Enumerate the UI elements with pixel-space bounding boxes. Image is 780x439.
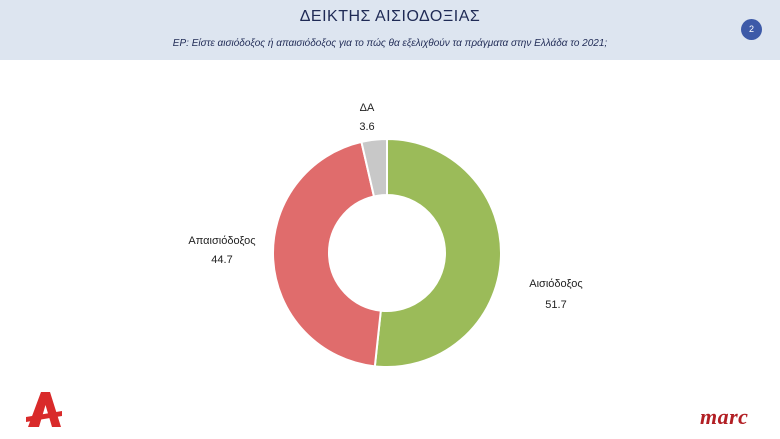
page-title: ΔΕΙΚΤΗΣ ΑΙΣΙΟΔΟΞΙΑΣ xyxy=(299,8,481,25)
slice-value-apaisiodoxos: 44.7 xyxy=(211,254,232,266)
header-band xyxy=(0,0,780,60)
slice-label-apaisiodoxos: Απαισιόδοξος xyxy=(188,235,255,247)
donut-slice-0 xyxy=(373,137,502,368)
slice-label-aisiodoxos: Αισιόδοξος xyxy=(529,278,582,290)
donut-slice-2 xyxy=(360,137,388,198)
marc-logo: marc xyxy=(700,404,749,429)
slice-label-da: ΔΑ xyxy=(360,102,375,114)
survey-question: ΕΡ: Είστε αισιόδοξος ή απαισιόδοξος για … xyxy=(172,38,608,49)
slice-value-aisiodoxos: 51.7 xyxy=(545,299,566,311)
alpha-tv-logo xyxy=(26,392,62,427)
page-number-badge: 2 xyxy=(741,19,762,40)
slice-value-da: 3.6 xyxy=(359,121,374,133)
donut-slice-1 xyxy=(272,140,382,368)
